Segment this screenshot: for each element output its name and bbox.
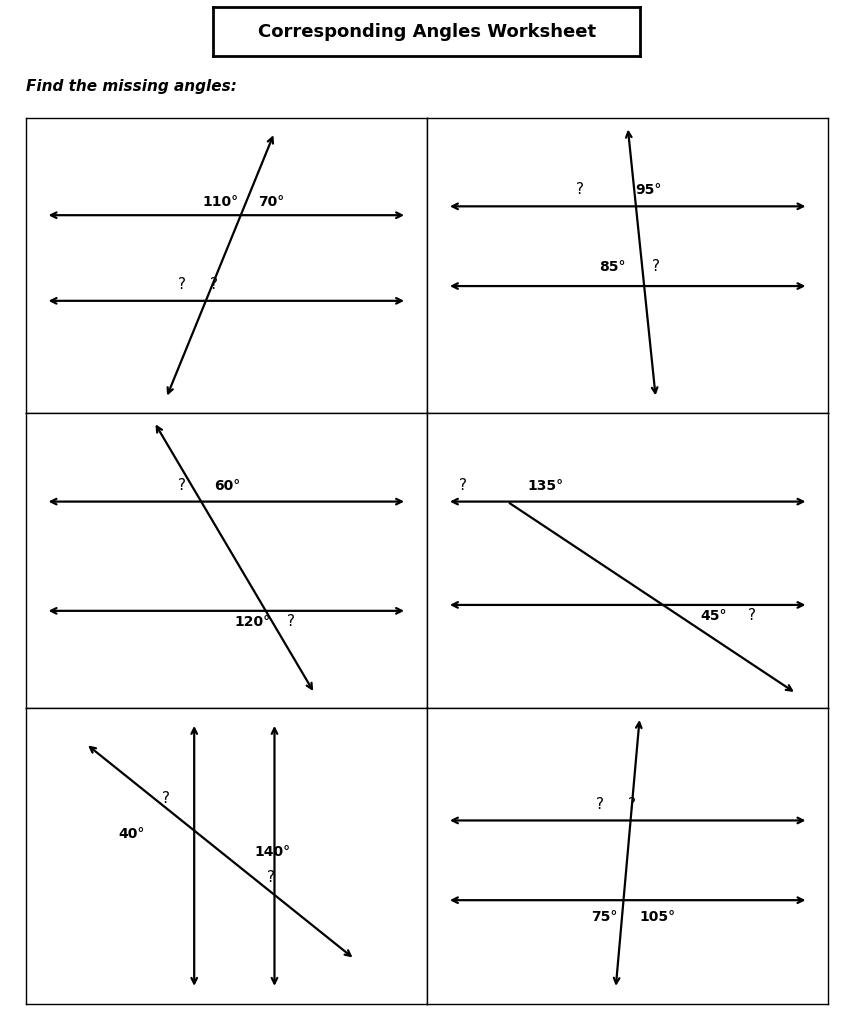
Text: ?: ? [747,607,755,623]
Text: 75°: 75° [591,909,618,924]
Text: 45°: 45° [699,608,726,623]
Text: ?: ? [459,478,467,493]
Text: ?: ? [595,797,603,812]
Text: Find the missing angles:: Find the missing angles: [26,79,236,94]
Text: ?: ? [287,613,294,629]
Text: Corresponding Angles Worksheet: Corresponding Angles Worksheet [258,23,595,41]
Text: 40°: 40° [118,827,144,841]
Text: 105°: 105° [639,909,675,924]
Text: 140°: 140° [254,845,290,859]
Text: 135°: 135° [527,479,563,493]
Text: ?: ? [178,478,186,493]
Text: ?: ? [178,276,186,292]
Text: 120°: 120° [234,614,270,629]
Text: ?: ? [162,791,170,806]
Text: 110°: 110° [202,196,238,209]
Text: ?: ? [266,870,274,886]
Text: 85°: 85° [599,260,625,274]
Text: ?: ? [210,276,218,292]
Text: ?: ? [651,259,659,274]
Text: 70°: 70° [258,196,284,209]
Text: 60°: 60° [214,479,241,493]
Text: ?: ? [627,797,635,812]
Text: ?: ? [575,182,583,198]
Text: 95°: 95° [635,183,661,198]
